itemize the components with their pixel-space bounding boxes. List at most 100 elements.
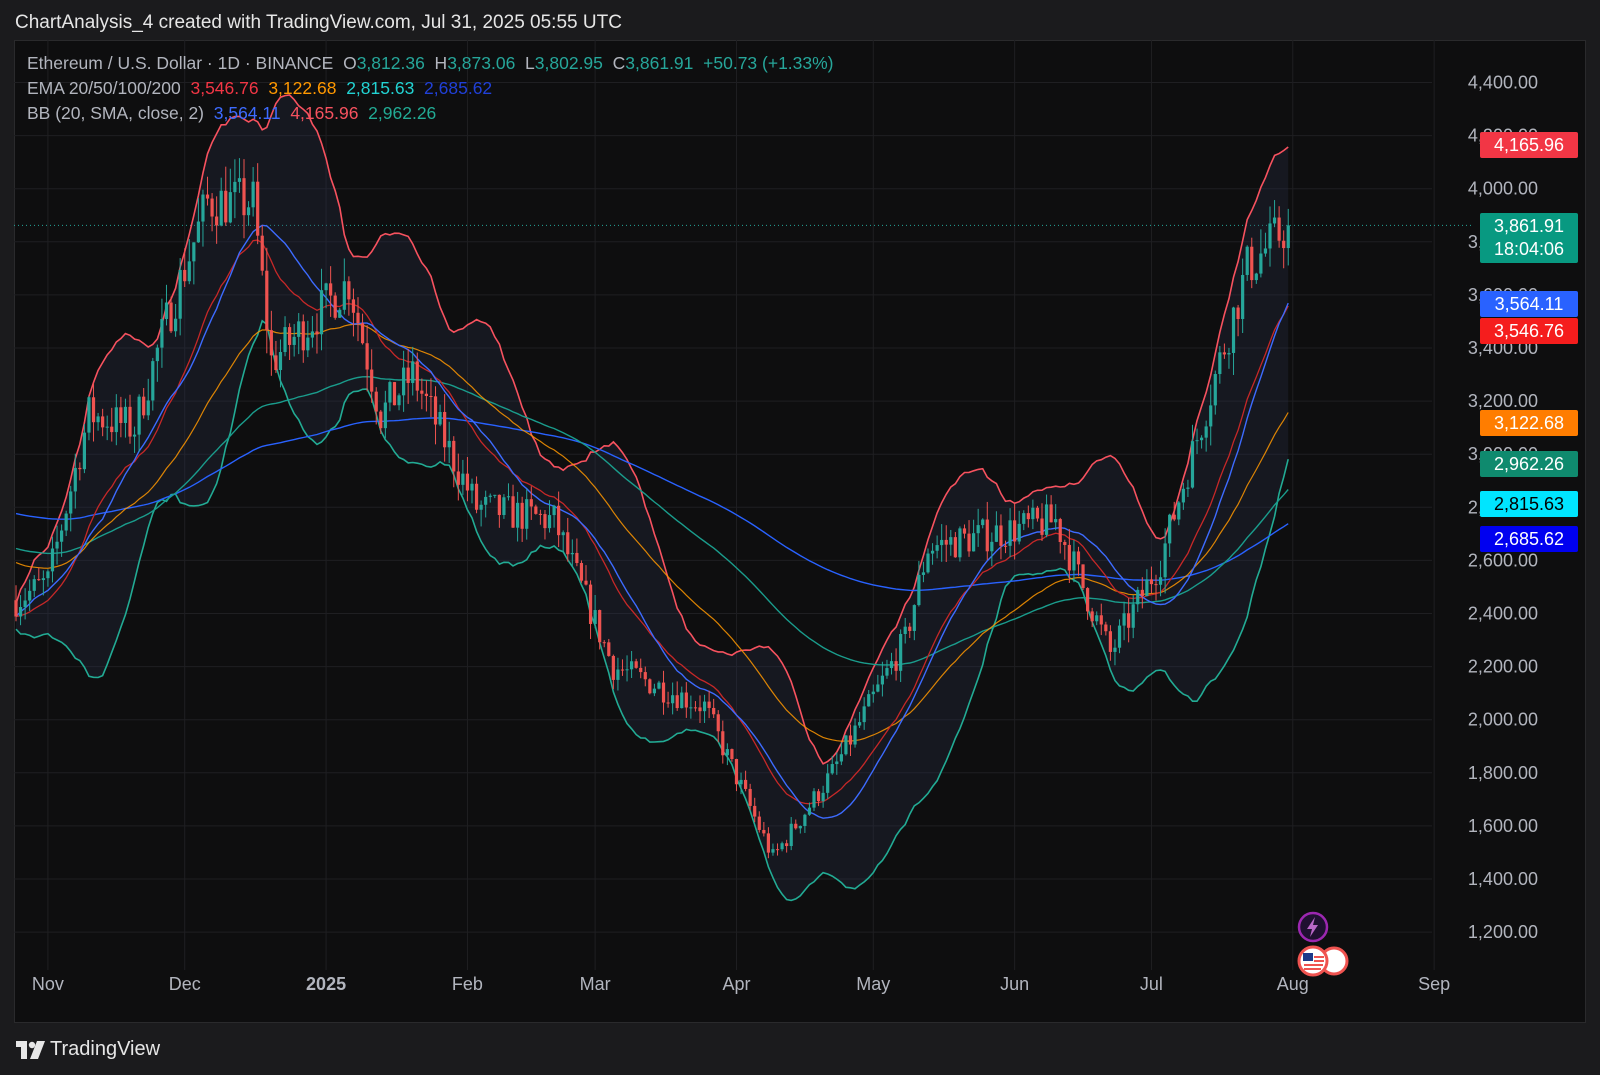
brand-name: TradingView bbox=[50, 1038, 161, 1060]
candle bbox=[894, 648, 898, 681]
candle bbox=[707, 690, 711, 719]
candle bbox=[502, 494, 506, 519]
time-axis: Nov Dec 2025 Feb Mar Apr May Jun Jul Aug Sep bbox=[32, 974, 1450, 994]
price-tag-last: 3,861.91 18:04:06 bbox=[1480, 213, 1578, 263]
price-axis-label: 4,400.00 bbox=[1468, 73, 1538, 93]
candle bbox=[889, 652, 894, 675]
price-chart[interactable]: 4,400.004,200.004,000.003,800.003,600.00… bbox=[14, 40, 1586, 1023]
candle bbox=[1241, 258, 1245, 333]
legend-bb[interactable]: BB (20, SMA, close, 2) 3,564.11 4,165.96… bbox=[27, 103, 436, 124]
candle bbox=[210, 193, 214, 232]
time-axis-label: Jul bbox=[1140, 974, 1163, 994]
candle bbox=[452, 436, 456, 488]
candle bbox=[630, 651, 634, 678]
candle bbox=[775, 843, 780, 856]
candle bbox=[1035, 505, 1040, 522]
candle bbox=[155, 344, 159, 382]
ema100-line bbox=[15, 375, 1289, 666]
candle bbox=[37, 567, 41, 581]
candle bbox=[192, 242, 196, 285]
candle bbox=[69, 485, 73, 532]
candle bbox=[725, 743, 729, 766]
candle bbox=[684, 682, 688, 718]
candle bbox=[607, 638, 611, 657]
candle bbox=[1218, 346, 1222, 384]
candle bbox=[183, 248, 187, 287]
candle bbox=[1049, 495, 1053, 523]
candle bbox=[1245, 245, 1249, 281]
candle bbox=[780, 841, 784, 852]
candle bbox=[251, 167, 255, 217]
candle bbox=[347, 276, 351, 316]
candle bbox=[1154, 574, 1158, 601]
legend-close-value: 3,861.91 bbox=[625, 53, 694, 73]
candle bbox=[1254, 272, 1258, 284]
candle bbox=[990, 532, 994, 567]
candle bbox=[552, 504, 556, 528]
candle bbox=[835, 752, 839, 775]
candle bbox=[392, 381, 397, 406]
candle bbox=[634, 658, 638, 669]
candle bbox=[329, 266, 333, 317]
candle bbox=[256, 163, 260, 245]
candle bbox=[1158, 560, 1163, 597]
chart-frame[interactable] bbox=[14, 40, 1586, 1023]
candle bbox=[1168, 513, 1172, 557]
ema200-line bbox=[15, 417, 1289, 592]
candle bbox=[1186, 479, 1190, 497]
legend-bb-label: BB (20, SMA, close, 2) bbox=[27, 103, 205, 123]
candle bbox=[981, 518, 985, 529]
candle bbox=[575, 538, 579, 567]
candle bbox=[949, 529, 953, 556]
candle bbox=[652, 683, 656, 697]
candle bbox=[55, 525, 59, 565]
candle bbox=[461, 459, 465, 496]
candle bbox=[456, 453, 460, 501]
candle bbox=[880, 661, 884, 697]
candle bbox=[579, 560, 584, 583]
time-axis-label: Aug bbox=[1277, 974, 1309, 994]
candle bbox=[142, 387, 146, 419]
candle bbox=[50, 536, 55, 583]
price-tag-ema200: 2,685.62 bbox=[1480, 526, 1578, 552]
lightning-event-icon[interactable] bbox=[1296, 910, 1330, 944]
candle bbox=[1286, 208, 1290, 266]
candle bbox=[1172, 501, 1176, 522]
candle bbox=[716, 710, 720, 743]
candle bbox=[511, 484, 515, 528]
candle bbox=[876, 674, 880, 693]
tradingview-logo[interactable]: TradingView bbox=[16, 1038, 160, 1061]
candle bbox=[766, 827, 770, 859]
footer-bar bbox=[0, 1023, 1600, 1075]
candle bbox=[265, 247, 269, 354]
candle bbox=[1003, 540, 1008, 554]
candle bbox=[351, 288, 356, 337]
price-tag-ema100: 2,815.63 bbox=[1480, 491, 1578, 517]
candle bbox=[28, 579, 32, 611]
candle bbox=[538, 509, 542, 525]
legend-ohlc[interactable]: Ethereum / U.S. Dollar · 1D · BINANCE O3… bbox=[27, 53, 834, 74]
price-axis-label: 1,200.00 bbox=[1468, 922, 1538, 942]
candle bbox=[721, 720, 725, 764]
candle bbox=[807, 802, 812, 816]
legend-ema[interactable]: EMA 20/50/100/200 3,546.76 3,122.68 2,81… bbox=[27, 78, 492, 99]
candle bbox=[146, 378, 150, 421]
candle bbox=[1213, 370, 1217, 415]
legend-high-label: H bbox=[434, 53, 448, 73]
price-axis-label: 4,000.00 bbox=[1468, 179, 1538, 199]
candle bbox=[91, 383, 96, 442]
candle bbox=[443, 394, 447, 462]
candle bbox=[602, 640, 606, 648]
candle bbox=[1108, 625, 1112, 661]
candle bbox=[484, 490, 488, 518]
candle bbox=[999, 514, 1003, 560]
candle bbox=[201, 189, 205, 247]
candle bbox=[967, 520, 971, 557]
us-flag-event-icon[interactable] bbox=[1296, 944, 1356, 978]
candle bbox=[1095, 611, 1099, 626]
candle bbox=[119, 396, 123, 438]
time-axis-label: Sep bbox=[1418, 974, 1450, 994]
candle bbox=[132, 426, 137, 453]
candle bbox=[292, 324, 296, 357]
candle bbox=[1209, 384, 1213, 446]
